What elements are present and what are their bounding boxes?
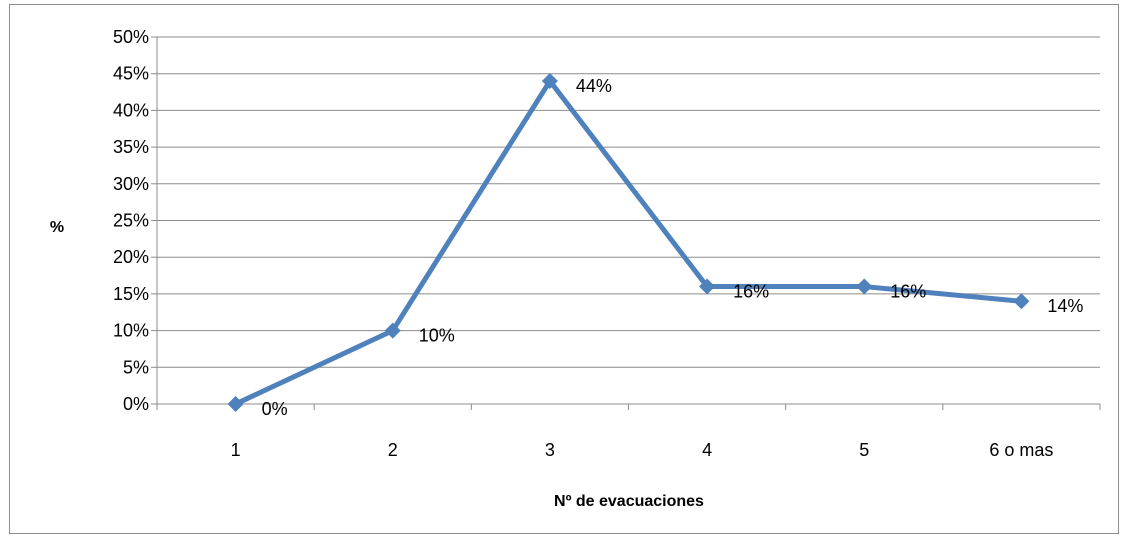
data-point-marker bbox=[541, 73, 558, 90]
data-label: 0% bbox=[262, 399, 288, 419]
x-tick-labels: 1 2 3 4 5 6 o mas bbox=[231, 440, 1054, 460]
x-tick-label: 4 bbox=[702, 440, 712, 460]
gridlines bbox=[157, 36, 1100, 368]
y-tick-label: 30% bbox=[113, 174, 149, 194]
y-tick-label: 20% bbox=[113, 247, 149, 267]
data-point-marker bbox=[227, 396, 244, 412]
x-tick-label: 6 o mas bbox=[989, 440, 1053, 460]
data-label: 16% bbox=[733, 282, 769, 302]
y-tick-label: 45% bbox=[113, 64, 149, 84]
y-tick-label: 0% bbox=[123, 394, 149, 414]
series bbox=[227, 73, 1030, 412]
data-label: 14% bbox=[1047, 296, 1083, 316]
data-point-marker bbox=[856, 278, 873, 295]
y-tick-label: 25% bbox=[113, 211, 149, 231]
data-point-marker bbox=[384, 322, 401, 339]
data-point-marker bbox=[1013, 293, 1030, 310]
y-tick-labels: 0% 5% 10% 15% 20% 25% 30% 35% 40% 45% 50% bbox=[113, 27, 149, 414]
x-tick-label: 2 bbox=[388, 440, 398, 460]
data-labels: 0% 10% 44% 16% 16% 14% bbox=[262, 76, 1084, 419]
y-tick-label: 35% bbox=[113, 137, 149, 157]
x-axis-title: Nº de evacuaciones bbox=[554, 493, 704, 510]
y-tick-label: 5% bbox=[123, 357, 149, 377]
data-label: 10% bbox=[419, 326, 455, 346]
series-line bbox=[233, 78, 1024, 407]
x-tick-label: 1 bbox=[231, 440, 241, 460]
x-tick-label: 3 bbox=[545, 440, 555, 460]
y-tick-label: 50% bbox=[113, 27, 149, 47]
x-tick-label: 5 bbox=[859, 440, 869, 460]
data-point-marker bbox=[699, 278, 716, 295]
y-axis-title: % bbox=[50, 219, 64, 236]
data-label: 44% bbox=[576, 76, 612, 96]
y-tick-label: 40% bbox=[113, 100, 149, 120]
axes bbox=[151, 36, 1101, 410]
y-tick-label: 10% bbox=[113, 321, 149, 341]
data-label: 16% bbox=[890, 282, 926, 302]
y-tick-label: 15% bbox=[113, 284, 149, 304]
chart-frame bbox=[9, 4, 1119, 534]
